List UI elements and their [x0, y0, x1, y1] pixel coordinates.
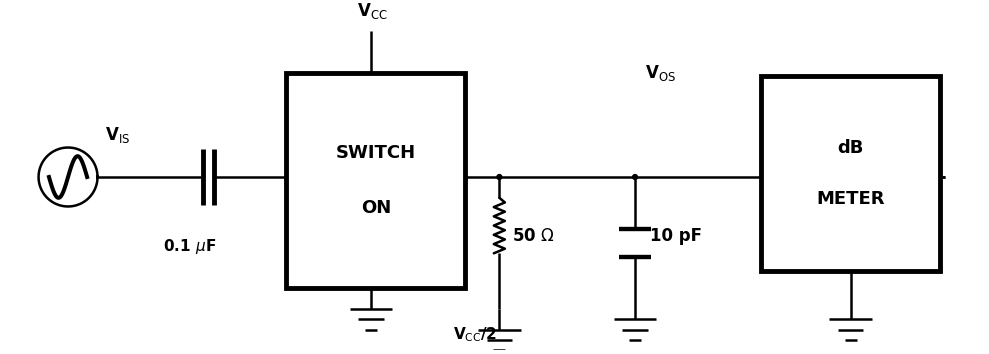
Text: V$_\mathsf{IS}$: V$_\mathsf{IS}$ — [105, 125, 131, 145]
Text: 50 $\Omega$: 50 $\Omega$ — [512, 227, 555, 245]
Text: ON: ON — [361, 199, 391, 217]
Polygon shape — [496, 175, 501, 179]
Text: SWITCH: SWITCH — [335, 143, 415, 161]
Text: V$_\mathsf{CC}$/2: V$_\mathsf{CC}$/2 — [453, 325, 497, 343]
Polygon shape — [633, 175, 638, 179]
Bar — [286, 73, 466, 288]
Text: 10 pF: 10 pF — [650, 227, 701, 245]
Text: V$_\mathsf{CC}$: V$_\mathsf{CC}$ — [357, 1, 388, 21]
Text: METER: METER — [817, 190, 885, 208]
Text: dB: dB — [838, 139, 863, 157]
Bar — [762, 76, 941, 271]
Text: 0.1 $\mu$F: 0.1 $\mu$F — [162, 237, 216, 256]
Text: V$_\mathsf{OS}$: V$_\mathsf{OS}$ — [645, 63, 675, 83]
